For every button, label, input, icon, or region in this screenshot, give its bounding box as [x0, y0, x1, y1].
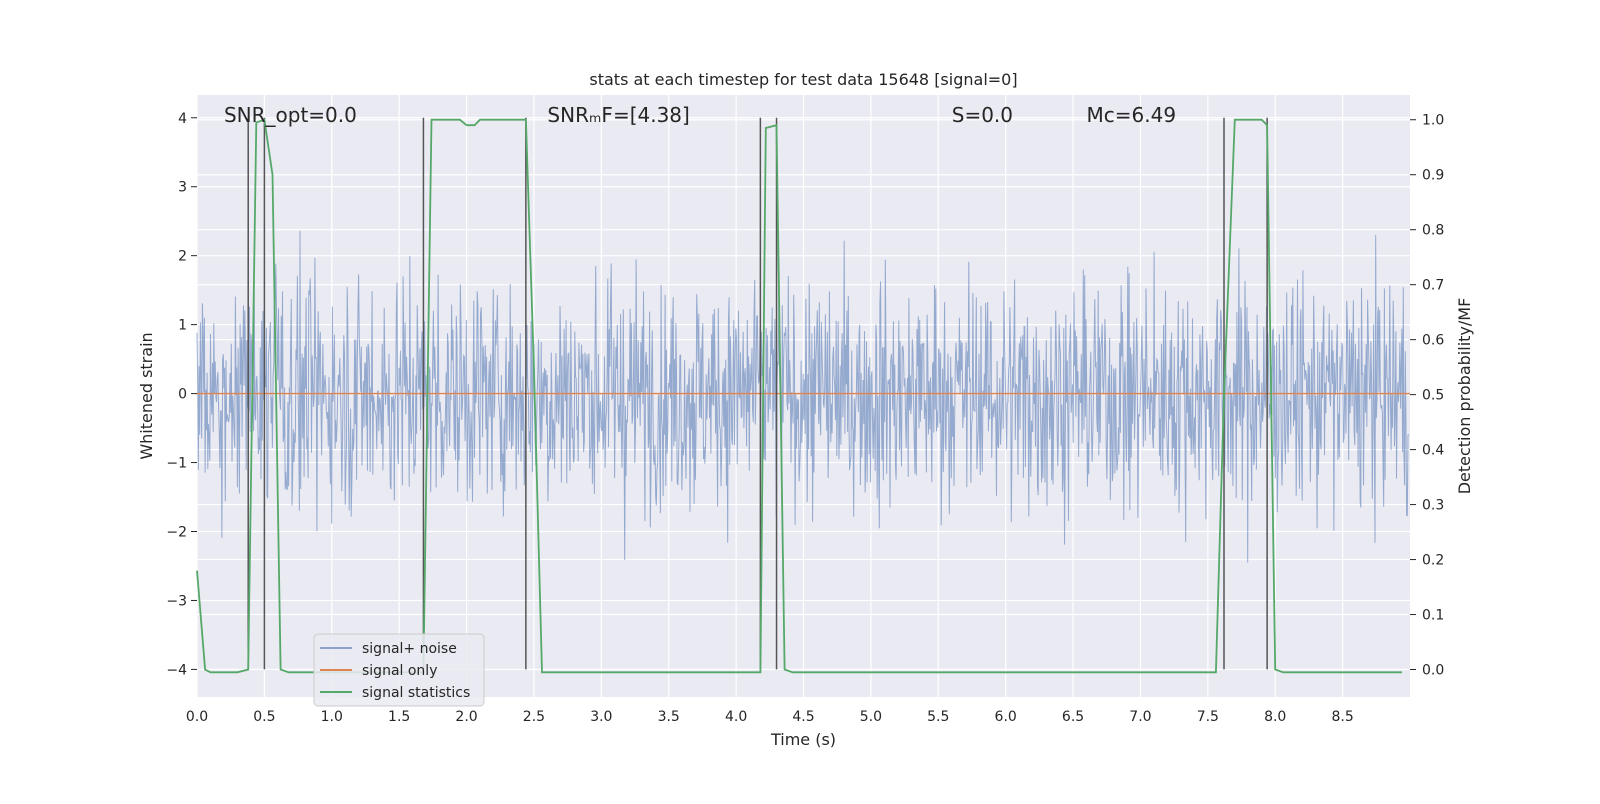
y2-tick-label: 0.0 [1422, 663, 1444, 679]
x-tick-label: 8.0 [1264, 709, 1286, 725]
x-tick-label: 3.5 [658, 709, 680, 725]
x-tick-label: 1.0 [321, 709, 343, 725]
x-tick-label: 7.5 [1197, 709, 1219, 725]
y-tick-label: −4 [166, 662, 187, 678]
y-tick-label: 3 [178, 180, 187, 196]
y2-tick-label: 0.7 [1422, 278, 1444, 294]
y2-tick-label: 0.3 [1422, 498, 1444, 514]
legend-label: signal only [362, 663, 437, 679]
x-tick-label: 1.5 [388, 709, 410, 725]
y-tick-label: 2 [178, 249, 187, 265]
x-tick-label: 4.0 [725, 709, 747, 725]
y2-axis-label: Detection probability/MF [1455, 298, 1474, 495]
y2-tick-label: 0.5 [1422, 388, 1444, 404]
x-tick-label: 4.5 [792, 709, 814, 725]
x-tick-label: 8.5 [1331, 709, 1353, 725]
signal-plus-noise-line [196, 230, 1410, 563]
legend-label: signal statistics [362, 685, 470, 701]
y-axis-ticks: 4 3 2 1 0 −1 −2 −3 −4 [166, 111, 197, 678]
x-tick-label: 2.5 [523, 709, 545, 725]
x-tick-label: 0.5 [253, 709, 275, 725]
y2-tick-label: 0.1 [1422, 608, 1444, 624]
legend: signal+ noise signal only signal statistic… [313, 633, 485, 707]
y2-tick-label: 0.8 [1422, 223, 1444, 239]
y-tick-label: −1 [166, 456, 187, 472]
x-axis-ticks: 0.0 0.5 1.0 1.5 2.0 2.5 3.0 3.5 4.0 4.5 5.0 5.5 6.0 6… [186, 709, 1354, 725]
signal-statistics-series [196, 118, 1402, 674]
signal-plus-noise-series [196, 230, 1410, 563]
signal-statistics-line [196, 118, 1402, 674]
x-tick-label: 0.0 [186, 709, 208, 725]
annotation-text: SNR_opt=0.0 [224, 103, 357, 127]
y2-tick-label: 1.0 [1422, 113, 1444, 129]
y2-axis-ticks: 1.0 0.9 0.8 0.7 0.6 0.5 0.4 0.3 0.2 0.1 0.0 [1410, 113, 1444, 679]
y-tick-label: −2 [166, 525, 187, 541]
legend-label: signal+ noise [362, 641, 457, 657]
y2-tick-label: 0.4 [1422, 443, 1444, 459]
x-tick-label: 5.5 [927, 709, 949, 725]
y-tick-label: −3 [166, 593, 187, 609]
y2-tick-label: 0.2 [1422, 553, 1444, 569]
annotations: SNR_opt=0.0 SNRₘF=[4.38] S=0.0 Mᴄ=6.49 [224, 103, 1176, 127]
y-tick-label: 0 [178, 387, 187, 403]
x-tick-label: 7.0 [1129, 709, 1151, 725]
y2-tick-label: 0.9 [1422, 168, 1444, 184]
y2-tick-label: 0.6 [1422, 333, 1444, 349]
x-tick-label: 5.0 [860, 709, 882, 725]
annotation-text: S=0.0 [952, 103, 1013, 127]
legend-box [313, 633, 485, 707]
chart-title: stats at each timestep for test data 156… [589, 70, 1017, 89]
y-tick-label: 1 [178, 318, 187, 334]
x-tick-label: 6.0 [995, 709, 1017, 725]
x-tick-label: 3.0 [590, 709, 612, 725]
y-tick-label: 4 [178, 111, 187, 127]
x-axis-label: Time (s) [770, 730, 836, 749]
x-tick-label: 6.5 [1062, 709, 1084, 725]
x-tick-label: 2.0 [455, 709, 477, 725]
annotation-text: Mᴄ=6.49 [1087, 103, 1177, 127]
y-axis-label: Whitened strain [137, 332, 156, 459]
annotation-text: SNRₘF=[4.38] [547, 103, 689, 127]
